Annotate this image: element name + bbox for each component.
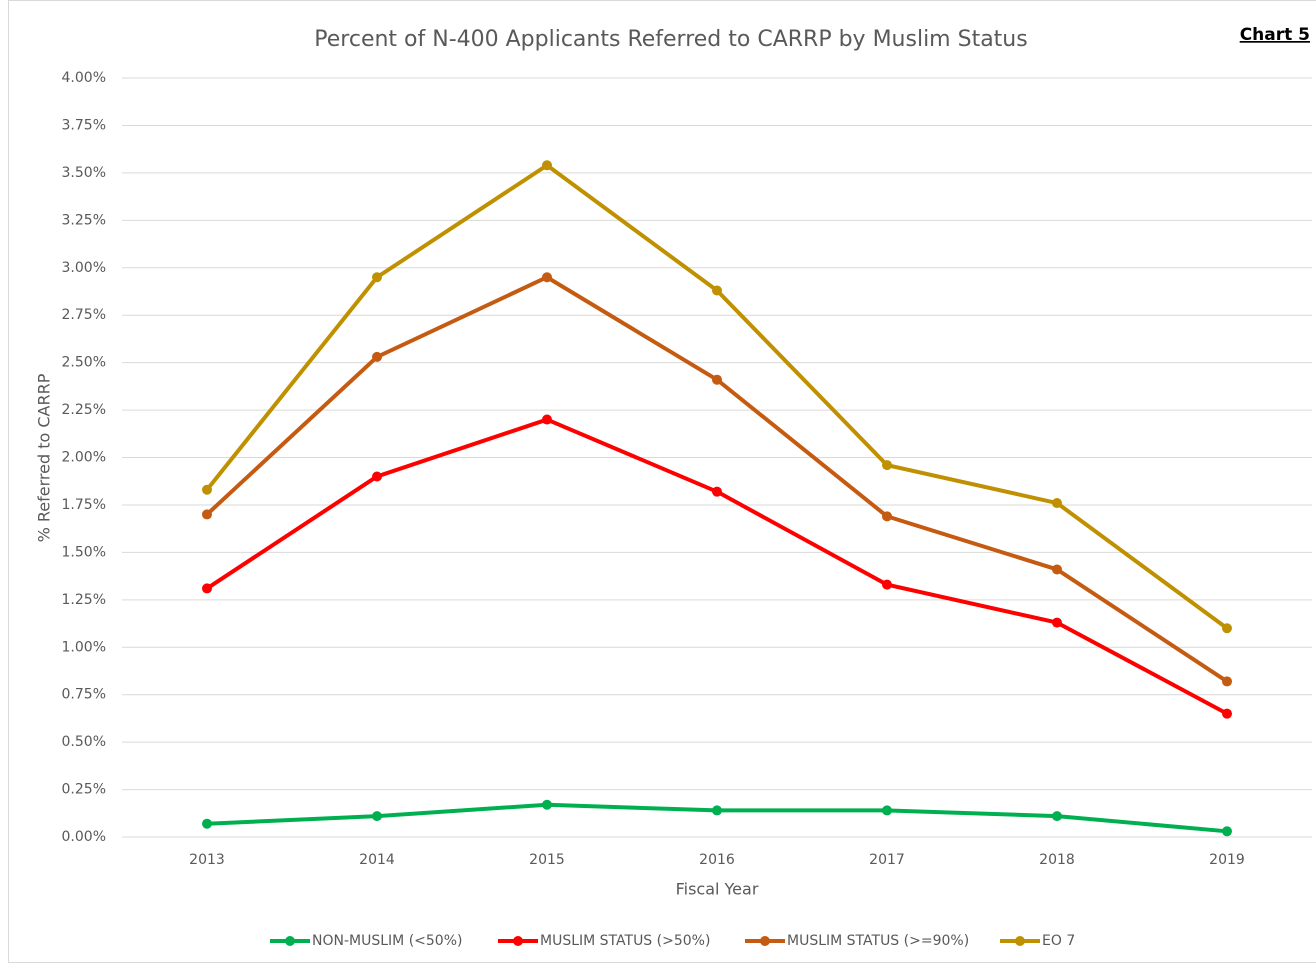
data-point (202, 484, 212, 495)
legend-label: MUSLIM STATUS (>50%) (540, 933, 710, 949)
x-tick-label: 2019 (1209, 852, 1245, 868)
data-point (542, 160, 552, 171)
y-tick-label: 4.00% (62, 70, 106, 86)
y-tick-label: 3.25% (62, 212, 106, 228)
y-tick-label: 0.75% (62, 687, 106, 703)
x-tick-label: 2015 (529, 852, 565, 868)
data-point (1052, 564, 1062, 575)
data-point (542, 414, 552, 425)
data-point (542, 799, 552, 810)
chart-frame (8, 0, 1316, 963)
y-tick-label: 3.50% (62, 165, 106, 181)
data-point (1052, 617, 1062, 628)
legend-label: NON-MUSLIM (<50%) (312, 933, 462, 949)
y-tick-label: 0.50% (62, 734, 106, 750)
chart-title: Percent of N-400 Applicants Referred to … (314, 27, 1027, 52)
y-tick-label: 3.00% (62, 260, 106, 276)
data-point (1052, 498, 1062, 509)
y-tick-label: 3.75% (62, 117, 106, 133)
data-point (1222, 676, 1232, 687)
data-point (542, 272, 552, 283)
y-tick-label: 0.25% (62, 782, 106, 798)
data-point (882, 460, 892, 471)
data-point (372, 471, 382, 482)
y-tick-label: 0.00% (62, 829, 106, 845)
y-tick-label: 2.50% (62, 355, 106, 371)
data-point (372, 811, 382, 822)
x-tick-label: 2016 (699, 852, 735, 868)
data-point (712, 486, 722, 497)
y-tick-label: 1.25% (62, 592, 106, 608)
data-point (202, 818, 212, 829)
legend-swatch-dot (285, 936, 295, 946)
chart-note: Chart 5 (1240, 25, 1310, 45)
x-tick-label: 2013 (189, 852, 225, 868)
x-tick-label: 2014 (359, 852, 395, 868)
data-point (882, 579, 892, 590)
data-point (882, 511, 892, 522)
legend-label: EO 7 (1042, 933, 1075, 949)
data-point (712, 805, 722, 816)
x-tick-label: 2018 (1039, 852, 1075, 868)
legend-swatch-dot (1015, 936, 1025, 946)
legend-label: MUSLIM STATUS (>=90%) (787, 933, 969, 949)
x-axis-title: Fiscal Year (676, 880, 759, 899)
data-point (202, 509, 212, 520)
data-point (712, 374, 722, 385)
legend-swatch-dot (513, 936, 523, 946)
y-tick-label: 2.25% (62, 402, 106, 418)
legend-swatch-dot (760, 936, 770, 946)
y-tick-label: 2.75% (62, 307, 106, 323)
data-point (1222, 623, 1232, 634)
data-point (1222, 708, 1232, 719)
x-tick-label: 2017 (869, 852, 905, 868)
y-tick-label: 1.75% (62, 497, 106, 513)
data-point (712, 285, 722, 296)
data-point (372, 351, 382, 362)
y-tick-label: 1.00% (62, 639, 106, 655)
data-point (202, 583, 212, 594)
data-point (1052, 811, 1062, 822)
data-point (882, 805, 892, 816)
y-axis-title: % Referred to CARRP (35, 373, 54, 542)
y-tick-label: 2.00% (62, 450, 106, 466)
y-tick-label: 1.50% (62, 544, 106, 560)
data-point (1222, 826, 1232, 837)
data-point (372, 272, 382, 283)
